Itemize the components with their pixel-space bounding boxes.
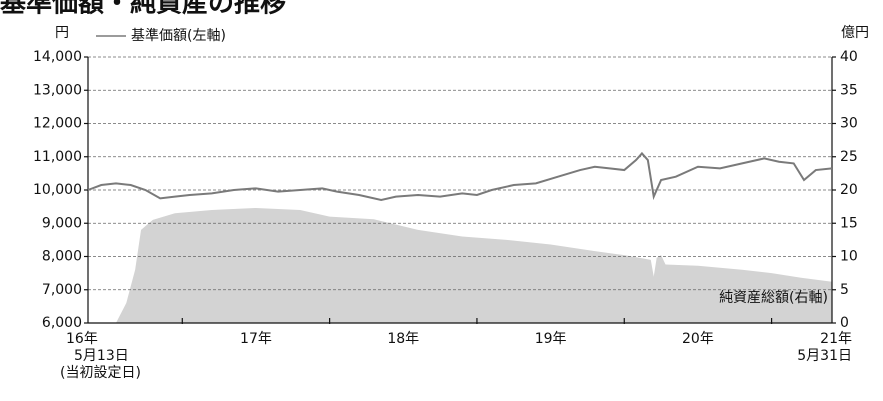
y-tick-label: 7,000 [42,282,82,298]
y-tick-label: 11,000 [33,149,82,165]
y-tick-label: 9,000 [42,215,82,231]
y2-tick-label: 20 [840,182,858,198]
line [87,151,833,202]
x-tick-label: 21年 5月31日 [797,331,852,364]
y2-tick-label: 30 [840,116,858,132]
chart-title: 基準価額・純資産の推移 [0,0,286,19]
y2-tick-label: 5 [840,282,849,298]
y2-tick-label: 15 [840,215,858,231]
x-tick-label: 20年 [682,331,714,347]
y-tick-label: 10,000 [33,182,82,198]
y-tick-label: 14,000 [33,49,82,65]
y2-tick-label: 25 [840,149,858,165]
x-tick-label: 18年 [387,331,419,347]
y-tick-label: 8,000 [42,249,82,265]
y-tick-label: 13,000 [33,82,82,98]
y2-tick-label: 0 [840,315,849,331]
y2-tick-label: 10 [840,249,858,265]
x-tick-label: 16年 5月13日(当初設定日) [60,331,141,381]
y-tick-label: 6,000 [42,315,82,331]
y-tick-label: 12,000 [33,116,82,132]
area-label: 純資産総額(右軸) [719,290,828,306]
y2-tick-label: 35 [840,82,858,98]
x-tick-label: 19年 [535,331,567,347]
x-tick-label: 17年 [240,331,272,347]
legend-label: 基準価額(左軸) [131,27,226,44]
y-unit: 円 [55,25,69,41]
area [88,207,832,323]
y2-tick-label: 40 [840,49,858,65]
y2-unit: 億円 [841,25,869,41]
